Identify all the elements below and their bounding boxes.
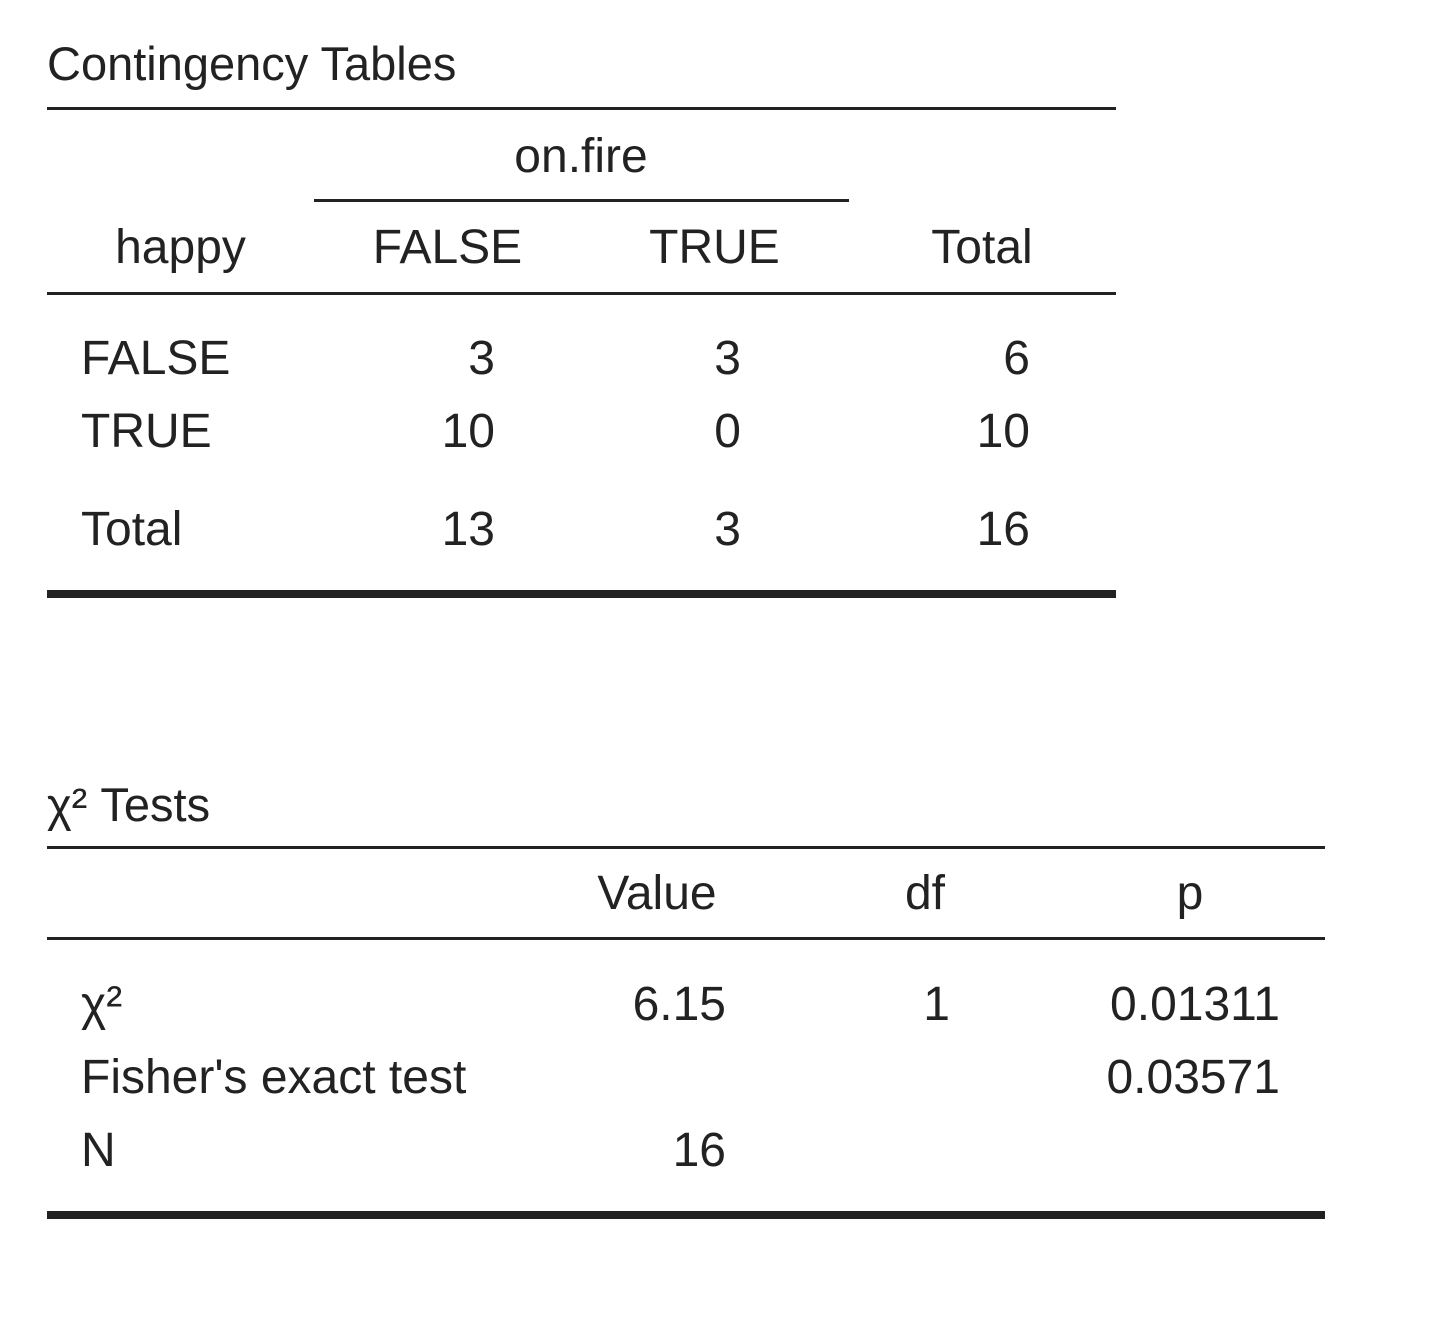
cell-value: 0 (714, 405, 741, 458)
contingency-title: Contingency Tables (47, 37, 457, 90)
cell-value: 3 (714, 332, 741, 385)
table-top-rule (47, 107, 1116, 110)
cell-value: 0.01311 (1110, 978, 1280, 1031)
cell-value: 10 (976, 405, 1030, 458)
table-bottom-rule (47, 590, 1116, 598)
column-header-total: Total (931, 221, 1033, 274)
cell-value: 16 (976, 503, 1030, 556)
column-header-p: p (1176, 867, 1204, 920)
row-label: Total (81, 503, 183, 556)
cell-value: 0.03571 (1106, 1051, 1280, 1104)
cell-value: 13 (441, 503, 495, 556)
column-header-true: TRUE (649, 221, 780, 274)
row-label: Fisher's exact test (81, 1051, 467, 1104)
cell-value: 6 (1003, 332, 1030, 385)
cell-value: 10 (441, 405, 495, 458)
column-group-header: on.fire (514, 130, 648, 183)
column-header-df: df (904, 867, 946, 920)
cell-value: 3 (714, 503, 741, 556)
row-label: TRUE (81, 405, 212, 458)
row-label: N (81, 1124, 116, 1177)
table-top-rule (47, 846, 1325, 849)
row-label: FALSE (81, 332, 231, 385)
column-group-rule (314, 199, 849, 202)
row-variable-header: happy (115, 221, 246, 274)
cell-value: 1 (923, 978, 950, 1031)
table-bottom-rule (47, 1211, 1325, 1219)
row-label: χ² (81, 978, 123, 1031)
cell-value: 6.15 (632, 978, 726, 1031)
column-header-value: Value (597, 867, 717, 920)
cell-value: 3 (468, 332, 495, 385)
header-bottom-rule (47, 292, 1116, 295)
cell-value: 16 (672, 1124, 726, 1177)
tests-title: χ² Tests (47, 778, 211, 831)
column-header-false: FALSE (372, 221, 523, 274)
header-bottom-rule (47, 937, 1325, 940)
